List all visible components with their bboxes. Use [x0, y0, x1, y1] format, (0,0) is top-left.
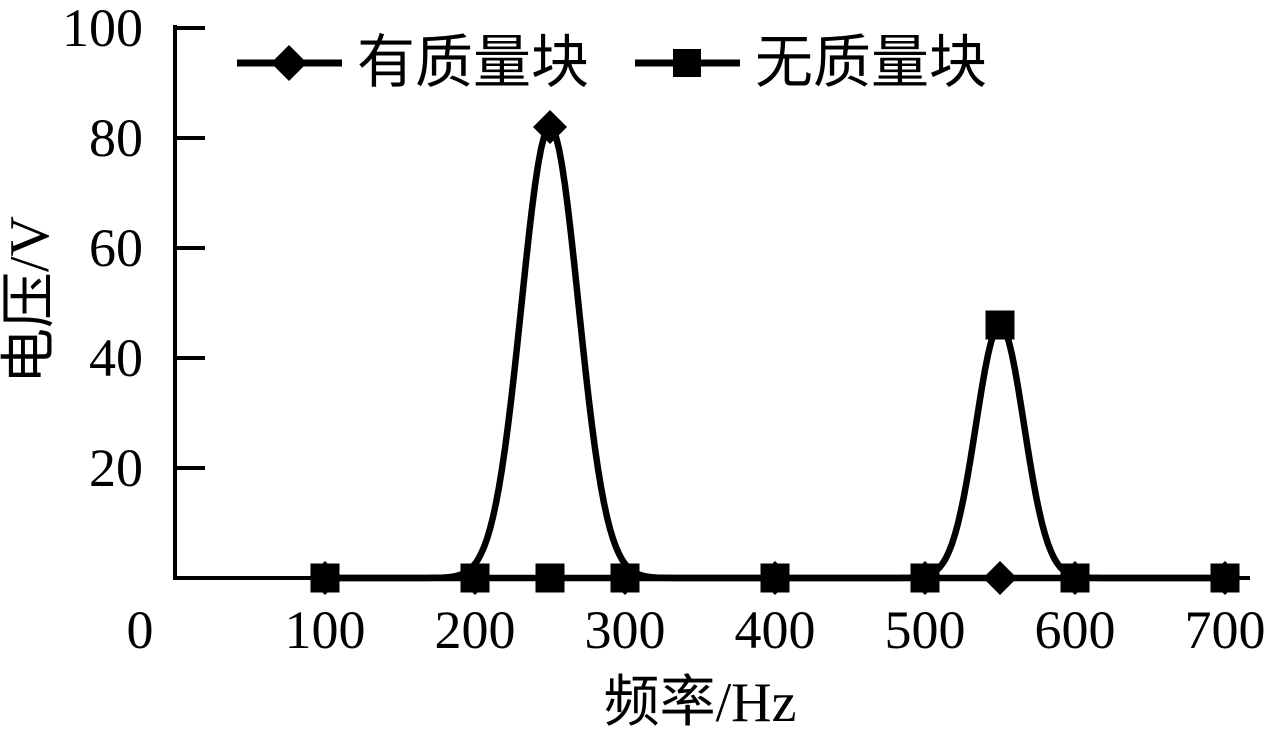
x-tick-label: 300 [584, 600, 666, 660]
y-tick-label: 60 [89, 218, 143, 278]
series-line-square [324, 321, 1226, 582]
y-tick-label: 20 [89, 438, 143, 498]
series-line-diamond [324, 123, 1226, 582]
data-point-square [310, 563, 340, 593]
data-point-square [1060, 563, 1090, 593]
legend-label-with-mass: 有质量块 [357, 30, 590, 95]
x-tick-label: 100 [284, 600, 366, 660]
data-point-square [1210, 563, 1240, 593]
x-tick-label: 700 [1184, 600, 1266, 660]
data-point-square [610, 563, 640, 593]
data-point-square [535, 563, 565, 593]
y-tick-label: 40 [89, 328, 143, 388]
data-point-square [985, 310, 1015, 340]
data-point-diamond [533, 110, 567, 144]
legend-item-with-mass: 有质量块 [237, 32, 589, 94]
data-point-square [460, 563, 490, 593]
x-tick-label: 400 [734, 600, 816, 660]
legend-label-without-mass: 无质量块 [755, 30, 988, 95]
x-tick-label: 200 [434, 600, 516, 660]
diamond-marker-icon [237, 45, 342, 81]
x-tick-label: 0 [126, 600, 154, 660]
data-point-square [910, 563, 940, 593]
y-tick-label: 100 [62, 0, 143, 58]
data-point-diamond [983, 561, 1017, 595]
square-marker-icon [635, 49, 741, 77]
legend: 有质量块 无质量块 [237, 32, 987, 94]
diamond-glyph [271, 45, 307, 81]
legend-item-without-mass: 无质量块 [635, 32, 987, 94]
x-tick-label: 500 [884, 600, 966, 660]
x-tick-label: 600 [1034, 600, 1116, 660]
y-axis-title: 电压/V [0, 216, 61, 384]
square-glyph [673, 49, 702, 77]
x-axis-title: 频率/Hz [603, 672, 797, 734]
data-point-square [760, 563, 790, 593]
y-tick-label: 80 [89, 108, 143, 168]
